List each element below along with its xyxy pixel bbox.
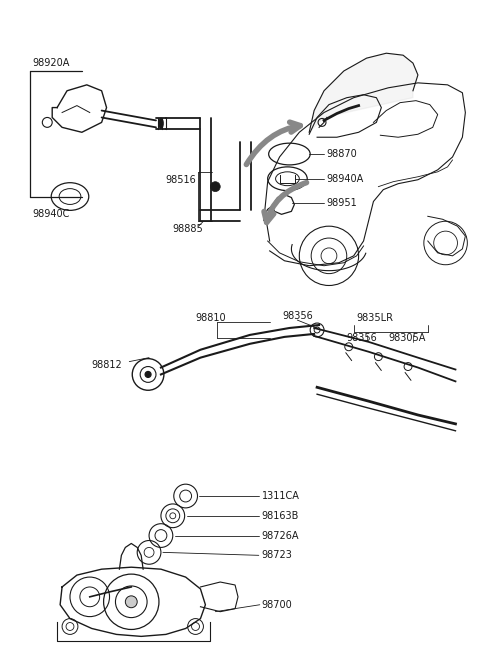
- Text: 98723: 98723: [262, 550, 293, 560]
- Text: 9835LR: 9835LR: [357, 313, 394, 323]
- Text: 98810: 98810: [195, 313, 226, 323]
- Text: 1311CA: 1311CA: [262, 491, 300, 501]
- Text: 98700: 98700: [262, 600, 292, 610]
- Text: 98726A: 98726A: [262, 531, 299, 540]
- Text: 98356: 98356: [347, 333, 377, 343]
- Text: 98920A: 98920A: [33, 58, 70, 68]
- Text: 98163B: 98163B: [262, 511, 299, 521]
- Circle shape: [125, 596, 137, 608]
- Text: 98951: 98951: [326, 198, 357, 208]
- Ellipse shape: [158, 118, 163, 129]
- Text: 98516: 98516: [166, 175, 197, 185]
- Text: 98870: 98870: [326, 149, 357, 159]
- Text: 98940A: 98940A: [326, 174, 363, 184]
- Text: 98940C: 98940C: [33, 210, 70, 219]
- Text: 98305A: 98305A: [388, 333, 426, 343]
- Polygon shape: [309, 53, 418, 132]
- Circle shape: [145, 371, 151, 377]
- Circle shape: [210, 181, 220, 192]
- Text: 98812: 98812: [92, 360, 122, 369]
- Text: 98885: 98885: [173, 224, 204, 234]
- Text: 98356: 98356: [282, 311, 312, 321]
